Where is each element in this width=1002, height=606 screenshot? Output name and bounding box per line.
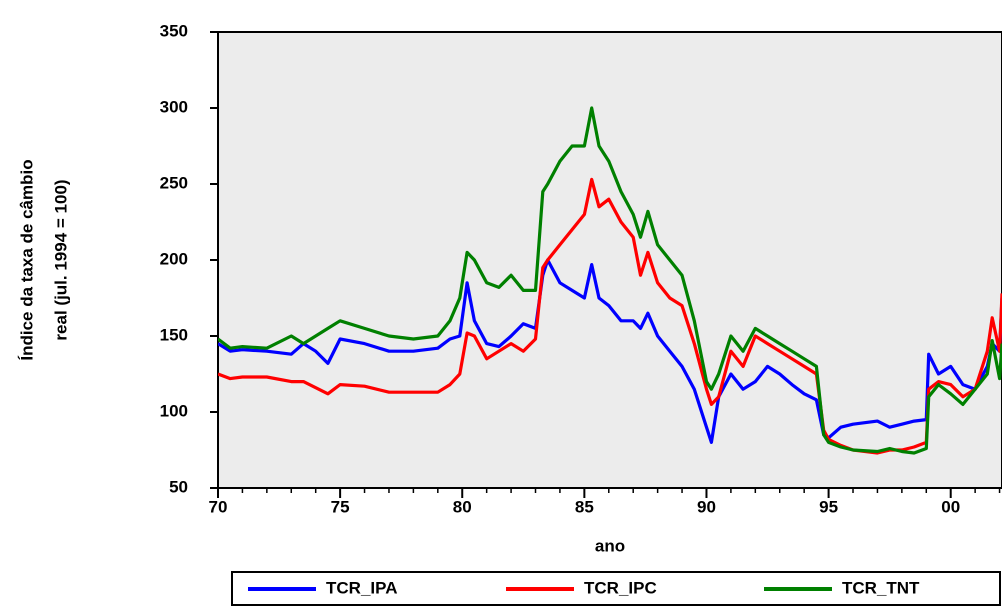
y-tick-label: 200 [160, 249, 188, 268]
x-tick-label: 75 [331, 497, 350, 516]
legend-label: TCR_TNT [842, 578, 920, 597]
x-axis-label: ano [595, 536, 625, 555]
legend-label: TCR_IPC [584, 578, 657, 597]
y-tick-label: 50 [169, 477, 188, 496]
x-tick-label: 80 [453, 497, 472, 516]
x-tick-label: 70 [209, 497, 228, 516]
legend-label: TCR_IPA [326, 578, 397, 597]
plot-area [217, 31, 1002, 489]
x-tick-label: 90 [697, 497, 716, 516]
y-tick-label: 100 [160, 401, 188, 420]
y-tick-label: 300 [160, 97, 188, 116]
plot-lines [218, 106, 1002, 455]
legend [231, 571, 1001, 606]
x-tick-label: 00 [941, 497, 960, 516]
series-line [218, 258, 1002, 444]
y-axis-label: real (jul. 1994 = 100) [51, 179, 70, 340]
y-tick-label: 250 [160, 173, 188, 192]
x-tick-label: 85 [575, 497, 594, 516]
x-tick-label: 95 [819, 497, 838, 516]
series-line [218, 106, 1002, 455]
y-tick-label: 150 [160, 325, 188, 344]
y-tick-label: 350 [160, 21, 188, 40]
y-axis-label: Índice da taxa de câmbio [17, 159, 36, 360]
